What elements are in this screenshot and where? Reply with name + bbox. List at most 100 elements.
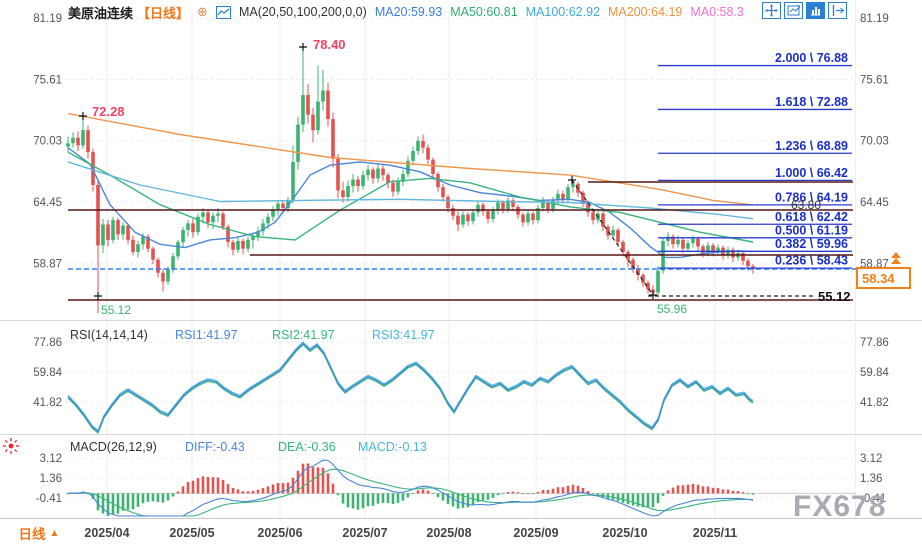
candlestick [556, 193, 560, 201]
candlestick [171, 256, 175, 270]
exit-right-icon[interactable] [828, 2, 847, 19]
indicator-settings-icon[interactable] [2, 437, 20, 460]
candlestick [571, 183, 575, 188]
candlestick [236, 240, 240, 250]
macd-histogram-bar [356, 493, 360, 510]
macd-histogram-bar [616, 493, 620, 502]
rsi-legend-value: RSI2:41.97 [272, 328, 335, 342]
bar-chart-icon[interactable] [806, 2, 825, 19]
trendline-dashed[interactable] [571, 179, 654, 296]
price-up-arrow-icon [886, 252, 906, 271]
auto-scale-icon[interactable] [784, 2, 803, 19]
line-chart-icon[interactable] [215, 5, 231, 19]
macd-histogram-bar [236, 489, 240, 494]
fib-level-label: 0.236 \ 58.43 [775, 254, 848, 268]
fib-level-label: 1.236 \ 68.89 [775, 139, 848, 153]
drawing-anchor-cross[interactable] [649, 291, 657, 299]
macd-histogram-bar [196, 478, 200, 494]
candlestick [206, 212, 210, 223]
macd-histogram-bar [246, 491, 250, 494]
rsi-axis-label-right: 77.86 [860, 337, 889, 349]
macd-histogram-bar [751, 493, 755, 495]
macd-axis-label-right: -0.41 [860, 493, 886, 505]
candlestick [371, 169, 375, 179]
y-axis-label-left: 75.61 [33, 74, 62, 86]
candlestick [266, 216, 270, 224]
macd-histogram-bar [496, 493, 500, 496]
macd-histogram-bar [381, 493, 385, 503]
macd-axis-label-left: -0.41 [36, 493, 62, 505]
macd-histogram-bar [226, 484, 230, 494]
ma-settings-label: MA(20,50,100,200,0,0) [238, 5, 367, 19]
ma20-value: MA20:59.93 [374, 5, 443, 19]
candlestick [451, 208, 455, 216]
candlestick [116, 220, 120, 235]
macd-histogram-bar [676, 485, 680, 494]
macd-histogram-bar [331, 483, 335, 494]
candlestick [716, 247, 720, 252]
fib-level-label: 1.618 \ 72.88 [775, 95, 848, 109]
candlestick [546, 201, 550, 210]
candlestick [271, 209, 275, 217]
macd-histogram-bar [346, 493, 350, 508]
macd-histogram-bar [366, 493, 370, 507]
macd-histogram-bar [401, 493, 405, 501]
macd-histogram-bar [411, 493, 415, 495]
fib-level-label: 1.000 \ 66.42 [775, 166, 848, 180]
macd-histogram-bar [561, 487, 565, 494]
macd-histogram-bar [201, 476, 205, 494]
macd-histogram-bar [286, 482, 290, 494]
y-axis-label-right: 70.03 [860, 136, 889, 148]
macd-histogram-bar [276, 482, 280, 494]
drawing-anchor-cross[interactable] [568, 176, 576, 184]
ma-line-ma20 [67, 147, 754, 259]
candlestick [726, 249, 730, 256]
rsi-line [67, 343, 754, 434]
candlestick [541, 201, 545, 209]
macd-histogram-bar [446, 493, 450, 504]
macd-histogram-bar [316, 467, 320, 494]
macd-histogram-bar [176, 491, 180, 494]
drawing-anchor-cross[interactable] [79, 112, 87, 120]
candlestick [636, 268, 640, 276]
fib-level-label: 0.500 \ 61.19 [775, 223, 848, 237]
triangle-up-icon: ▲ [49, 527, 60, 539]
hline-price-label-63.80: 63.80 [791, 198, 821, 212]
macd-histogram-bar [136, 493, 140, 507]
candlestick [396, 181, 400, 192]
macd-histogram-bar [451, 493, 455, 507]
candlestick [126, 225, 130, 240]
y-axis-label-right: 64.45 [860, 197, 889, 209]
macd-histogram-bar [361, 493, 365, 509]
macd-histogram-bar [266, 486, 270, 494]
candlestick [441, 187, 445, 198]
candlestick [386, 175, 390, 183]
candlestick [506, 200, 510, 210]
macd-histogram-bar [321, 467, 325, 494]
x-axis-label: 2025/07 [342, 526, 387, 540]
x-axis-label: 2025/04 [84, 526, 129, 540]
candlestick [136, 244, 140, 252]
macd-histogram-bar [636, 493, 640, 507]
candlestick [606, 226, 610, 236]
period-selector-button[interactable]: 日线 ▲ [0, 521, 78, 545]
candlestick [111, 220, 115, 240]
candlestick [251, 236, 255, 240]
candlestick [366, 169, 370, 176]
candlestick [416, 141, 420, 151]
drawing-anchor-cross[interactable] [94, 292, 102, 300]
candlestick [316, 101, 320, 131]
candlestick [361, 175, 365, 187]
macd-histogram-bar [191, 480, 195, 494]
rsi-line [67, 341, 754, 432]
candlestick [226, 226, 230, 243]
macd-dea-line [67, 468, 754, 517]
macd-histogram-bar [241, 491, 245, 494]
symbol-title: 美原油连续 [68, 5, 134, 21]
macd-histogram-bar [726, 489, 730, 494]
drawing-anchor-cross[interactable] [299, 43, 307, 51]
candlestick [161, 272, 165, 282]
collapse-circle-icon[interactable]: ⊕ [197, 4, 208, 19]
pan-crosshair-icon[interactable] [762, 2, 781, 19]
